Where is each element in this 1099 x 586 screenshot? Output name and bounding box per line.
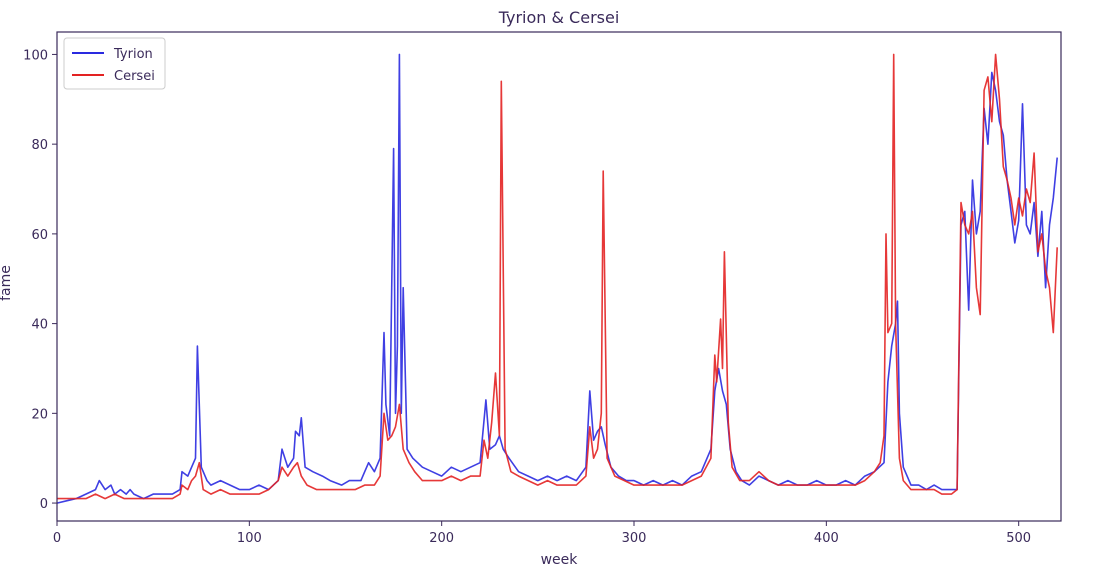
legend-label-tyrion: Tyrion xyxy=(113,47,153,62)
x-tick-label: 300 xyxy=(622,531,647,546)
x-tick-label: 0 xyxy=(53,531,61,546)
y-tick-label: 100 xyxy=(23,48,48,63)
legend: Tyrion Cersei xyxy=(63,37,166,90)
y-tick-label: 80 xyxy=(31,138,48,153)
x-tick-label: 100 xyxy=(237,531,262,546)
x-tick-label: 200 xyxy=(429,531,454,546)
y-tick-label: 20 xyxy=(31,407,48,422)
plot-frame xyxy=(56,31,1062,522)
y-tick-label: 60 xyxy=(31,228,48,243)
legend-label-cersei: Cersei xyxy=(114,69,155,84)
y-axis-label: fame xyxy=(0,265,14,301)
chart-title: Tyrion & Cersei xyxy=(498,8,620,27)
legend-box xyxy=(63,37,166,90)
x-tick-label: 400 xyxy=(814,531,839,546)
series-line-tyrion xyxy=(56,53,1058,504)
x-tick-label: 500 xyxy=(1006,531,1031,546)
series-line-cersei xyxy=(57,53,1058,500)
y-tick-label: 40 xyxy=(31,318,48,333)
y-tick-label: 0 xyxy=(40,497,48,512)
plot-area: 0 100 200 300 400 500 0 20 40 60 80 100 xyxy=(23,31,1062,546)
x-axis-label: week xyxy=(541,552,579,568)
